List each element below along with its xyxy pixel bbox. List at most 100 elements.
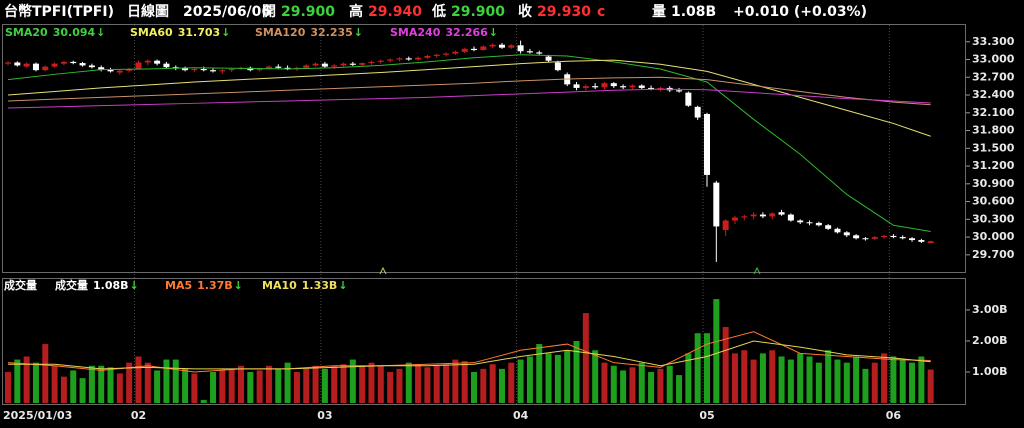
volume-bar (387, 371, 394, 403)
volume-bar (247, 371, 254, 403)
volume-bar (191, 373, 198, 403)
candle-body (778, 212, 785, 215)
volume-bar (573, 340, 580, 403)
y-tick-label: 3.00B (972, 303, 1008, 316)
candle-body (517, 45, 524, 52)
y-tick-label: 1.00B (972, 365, 1008, 378)
candle-body (219, 70, 226, 72)
volume-bar (275, 368, 282, 403)
volume-bar (927, 369, 934, 403)
volume-bar (70, 370, 77, 403)
candle-body (377, 60, 384, 62)
volume-bar (843, 362, 850, 403)
candle-body (890, 235, 897, 238)
volume-bar (508, 362, 515, 403)
legend-name: 成交量 (55, 278, 88, 292)
candle-body (14, 62, 21, 66)
volume-bar (601, 362, 608, 403)
field-value: 29.900 (451, 4, 505, 20)
volume-bar (452, 359, 459, 403)
price-panel (2, 24, 966, 273)
volume-bar (685, 353, 692, 403)
volume-bar (144, 362, 151, 403)
volume-bar (88, 365, 95, 403)
ma-line (7, 59, 931, 137)
volume-bar (741, 350, 748, 403)
volume-bar (312, 365, 319, 403)
y-tick-label: 31.200 (972, 159, 1015, 172)
field-label: 量 (652, 4, 666, 20)
change: +0.010 (+0.03%) (733, 4, 867, 20)
field-value: 1.08B (671, 4, 716, 20)
x-tick-label: 04 (513, 409, 529, 422)
candle-body (787, 214, 794, 221)
volume-bar (648, 371, 655, 403)
volume-bar (154, 370, 161, 403)
candle-body (32, 63, 39, 71)
legend-value: 32.266 (445, 26, 488, 39)
y-tick-label: 31.800 (972, 124, 1015, 137)
candle-body (918, 240, 925, 242)
volume-bar (815, 362, 822, 403)
candle-body (694, 106, 701, 118)
ma-line (7, 54, 931, 233)
legend-trend: ↓ (234, 279, 243, 292)
signal-marker (379, 266, 387, 275)
volume-bar (443, 364, 450, 403)
volume-bar (853, 356, 860, 403)
candle-body (498, 44, 505, 48)
candle-body (461, 48, 468, 52)
volume-bar (116, 373, 123, 403)
candle-body (210, 70, 217, 72)
candle-body (825, 225, 832, 229)
volume-bar (694, 333, 701, 403)
volume-bar (899, 359, 906, 403)
volume-bar (405, 362, 412, 403)
volume-bar (564, 350, 571, 403)
ma-line (8, 340, 931, 370)
volume-bar (14, 359, 21, 403)
volume-bar (60, 376, 67, 403)
volume-bar (219, 370, 226, 403)
legend-name: MA5 (165, 279, 192, 292)
candle-body (536, 52, 543, 54)
volume-bar (750, 359, 757, 403)
x-tick-label: 05 (699, 409, 714, 422)
candle-body (107, 69, 114, 72)
y-tick-label: 30.900 (972, 177, 1015, 190)
volume-bar (265, 365, 272, 403)
legend-name: SMA20 (5, 26, 48, 39)
y-tick-label: 30.000 (972, 230, 1015, 243)
volume-bar (98, 365, 105, 403)
candle-body (676, 90, 683, 92)
volume-bar (228, 368, 235, 403)
legend-trend: ↓ (354, 26, 363, 39)
candle-body (806, 222, 813, 224)
volume-bar (545, 353, 552, 403)
candle-body (685, 92, 692, 106)
candle-body (42, 66, 49, 71)
legend-trend: ↓ (130, 279, 139, 292)
volume-bar (778, 356, 785, 403)
candle-body (815, 222, 822, 226)
candle-body (415, 57, 422, 60)
candle-body (275, 66, 282, 68)
volume-bar (676, 375, 683, 403)
y-tick-label: 2.00B (972, 334, 1008, 347)
legend-value: 1.08B (93, 279, 129, 292)
y-tick-label: 31.500 (972, 141, 1015, 154)
legend-value: 1.37B (197, 279, 233, 292)
volume-bar (890, 356, 897, 403)
y-tick-label: 30.300 (972, 212, 1015, 225)
volume-bar (862, 368, 869, 403)
candle-body (731, 217, 738, 221)
legend-trend: ↓ (221, 26, 230, 39)
volume-bar (210, 371, 217, 403)
volume-bar (424, 367, 431, 403)
volume-bar (303, 368, 310, 403)
volume-bar (51, 365, 58, 403)
candle-body (909, 238, 916, 241)
volume-bar (489, 364, 496, 403)
candle-body (741, 216, 748, 218)
volume-bar (825, 350, 832, 403)
